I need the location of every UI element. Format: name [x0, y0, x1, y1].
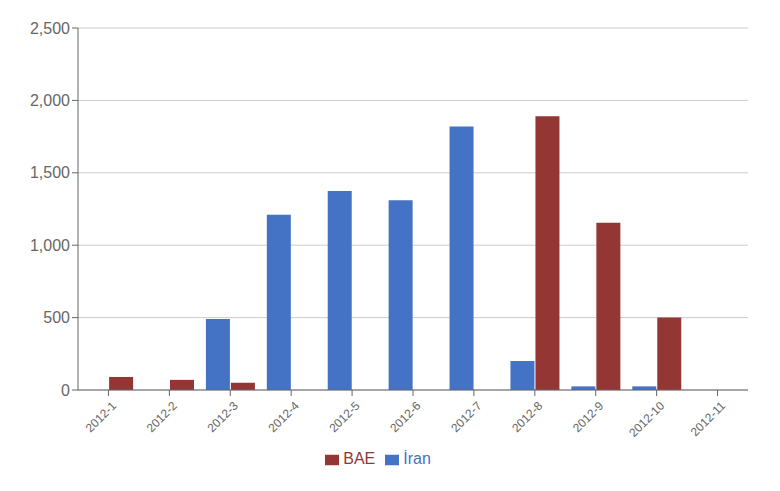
svg-text:2012-9: 2012-9	[570, 398, 607, 435]
svg-text:2012-11: 2012-11	[688, 398, 729, 439]
svg-text:2012-3: 2012-3	[205, 398, 242, 435]
svg-text:2012-8: 2012-8	[509, 398, 546, 435]
svg-text:2012-6: 2012-6	[387, 398, 424, 435]
svg-text:2,500: 2,500	[30, 20, 70, 37]
svg-text:2012-10: 2012-10	[626, 398, 667, 439]
svg-text:500: 500	[43, 309, 70, 326]
svg-text:1,500: 1,500	[30, 164, 70, 181]
svg-text:2012-7: 2012-7	[448, 398, 485, 435]
svg-text:2,000: 2,000	[30, 92, 70, 109]
svg-text:2012-5: 2012-5	[326, 398, 363, 435]
svg-text:1,000: 1,000	[30, 237, 70, 254]
svg-text:2012-4: 2012-4	[265, 398, 302, 435]
svg-text:2012-1: 2012-1	[83, 398, 120, 435]
svg-text:0: 0	[61, 382, 70, 399]
svg-text:2012-2: 2012-2	[144, 398, 181, 435]
html-text:İran: İran	[403, 450, 431, 467]
html-text:BAE: BAE	[343, 450, 376, 467]
